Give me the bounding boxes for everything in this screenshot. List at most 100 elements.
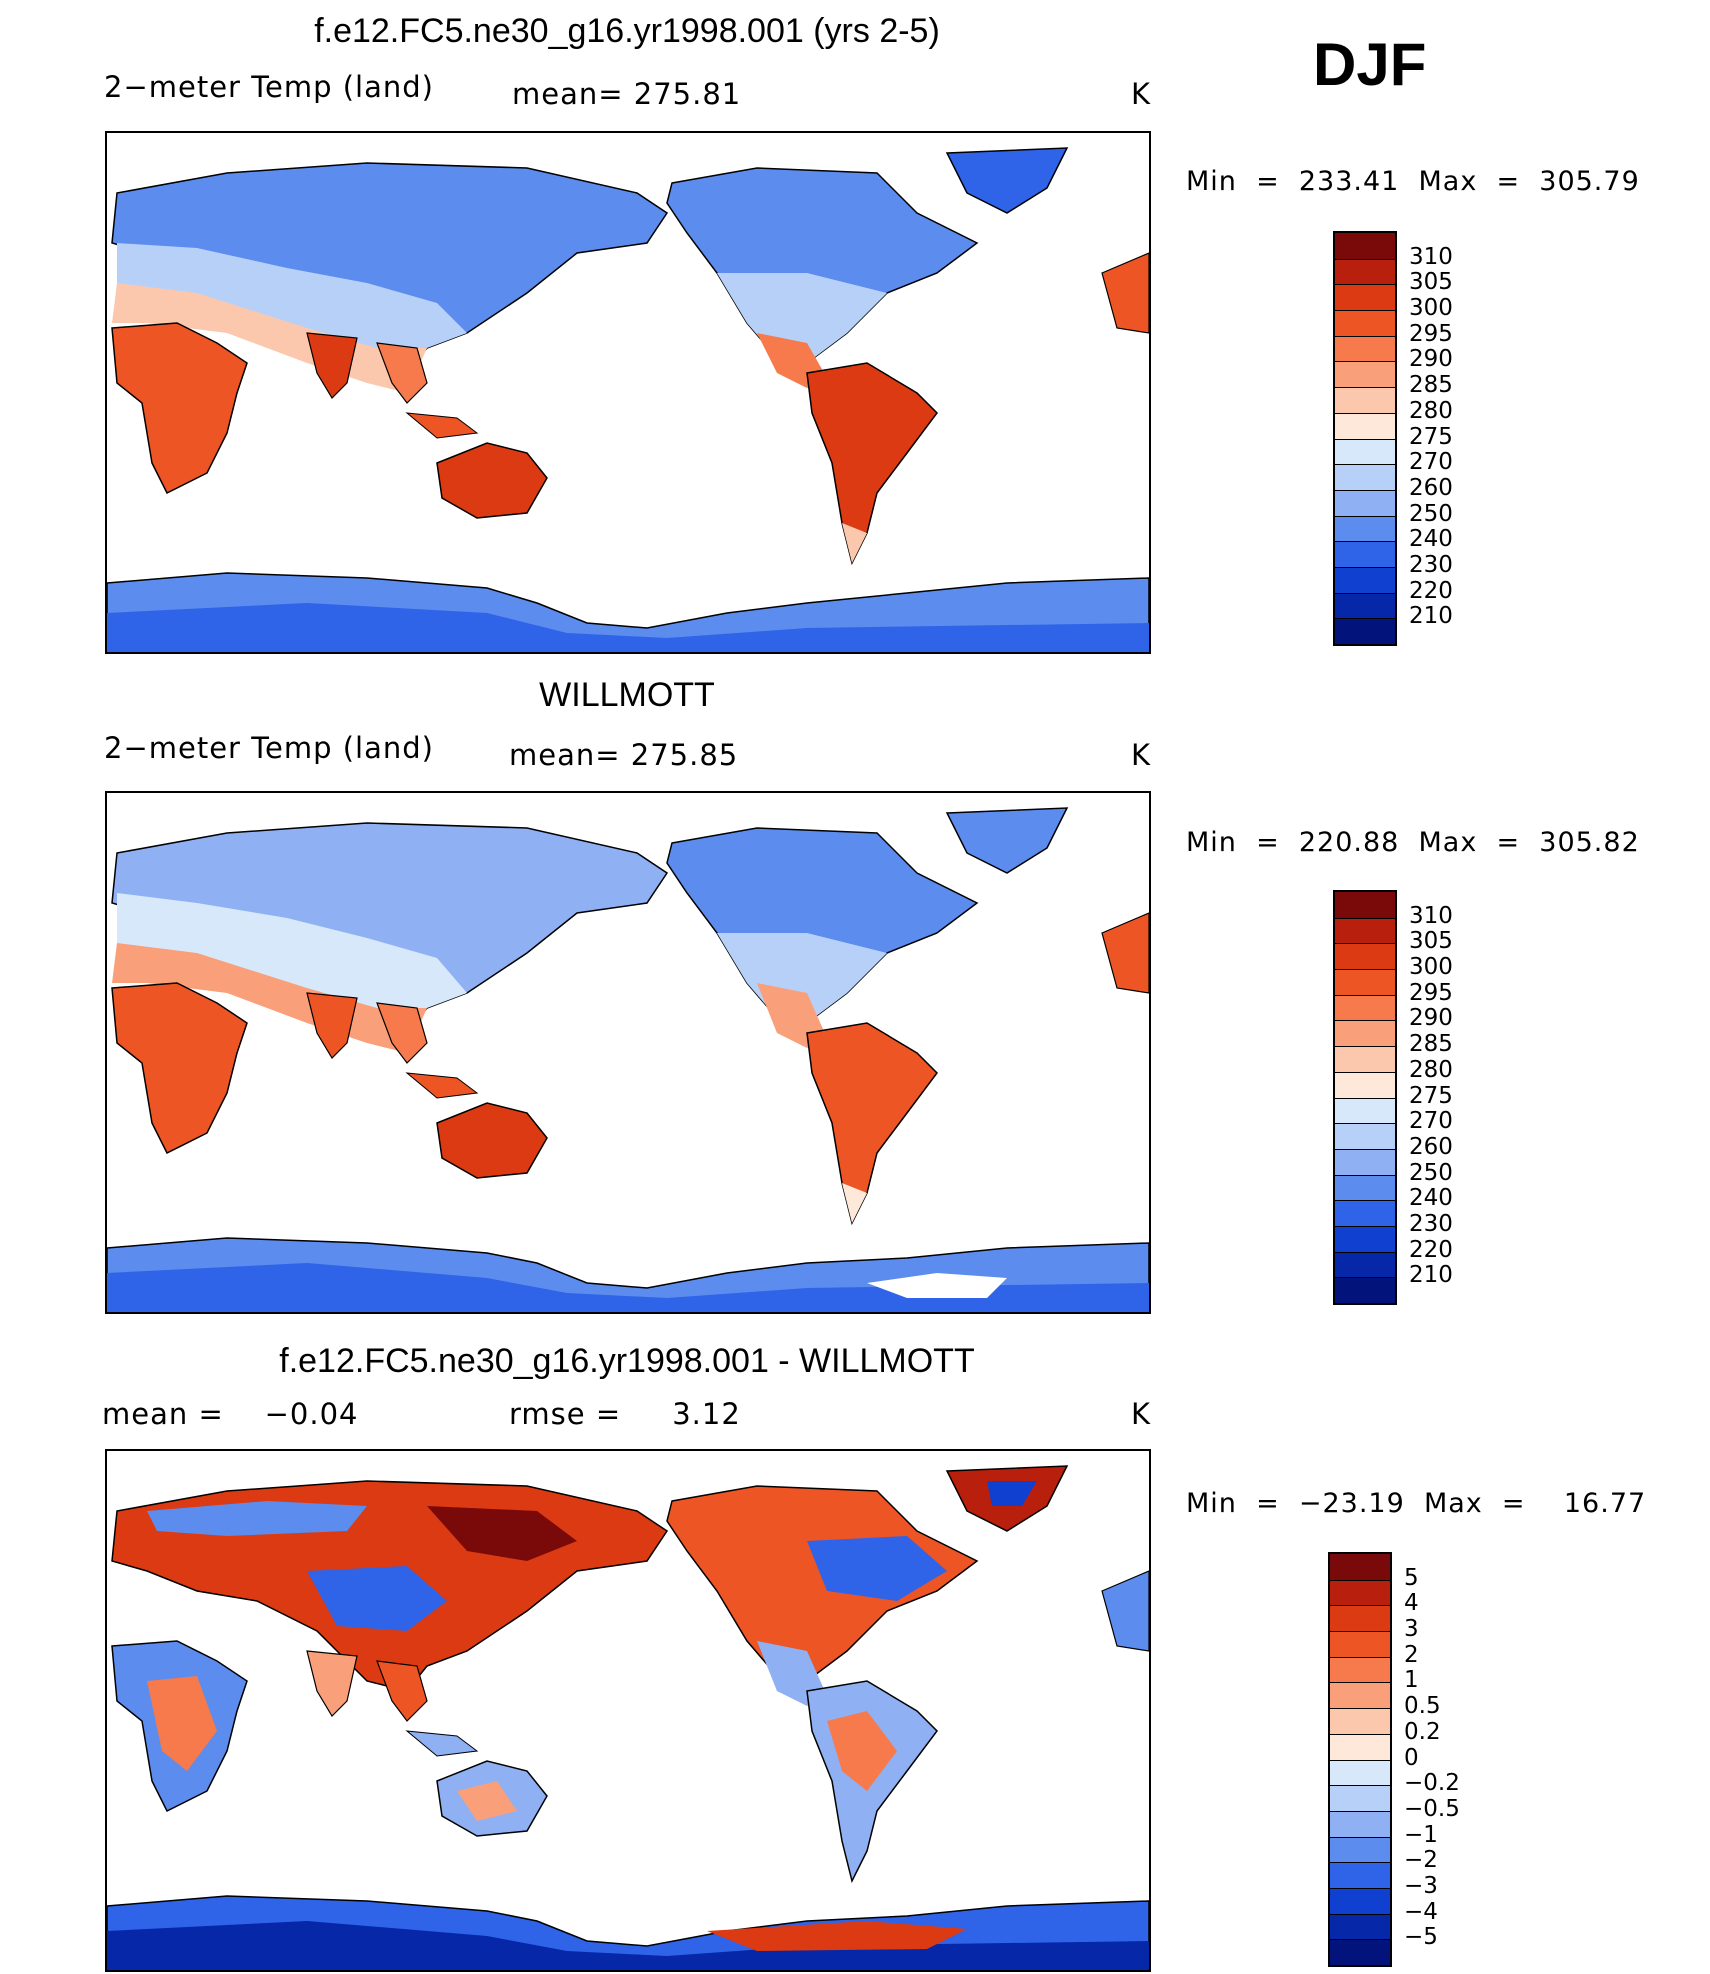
antarctica-inner — [107, 1263, 1149, 1312]
colorbar-tick-label: 220 — [1409, 1236, 1453, 1263]
panel-3-map — [105, 1449, 1151, 1972]
colorbar-tick-label: 5 — [1404, 1564, 1419, 1591]
colorbar-segment — [1330, 1836, 1390, 1863]
greenland-landmass — [945, 807, 1069, 874]
colorbar-segment — [1330, 1887, 1390, 1914]
colorbar-segment — [1335, 1071, 1395, 1098]
colorbar-segment — [1335, 1277, 1395, 1303]
panel-1-mean-label: mean= 275.81 — [512, 77, 742, 111]
colorbar-segment — [1335, 1251, 1395, 1278]
south-america-landmass — [806, 362, 938, 566]
panel-3-mean-label: mean = −0.04 — [102, 1397, 359, 1431]
colorbar-tick-label: 220 — [1409, 577, 1453, 604]
colorbar-tick-label: −5 — [1404, 1924, 1438, 1951]
panel-1-map — [105, 131, 1151, 654]
colorbar-tick-label: 295 — [1409, 320, 1453, 347]
colorbar-tick-label: 0.2 — [1404, 1718, 1441, 1745]
colorbar-tick-label: −0.2 — [1404, 1770, 1460, 1797]
panel-1-min-max: Min = 233.41 Max = 305.79 — [1186, 166, 1640, 197]
colorbar-segment — [1335, 943, 1395, 970]
colorbar-tick-label: −3 — [1404, 1872, 1438, 1899]
colorbar-segment — [1335, 892, 1395, 918]
colorbar-segment — [1335, 438, 1395, 465]
north-america-south-band — [717, 273, 887, 363]
south-america-tip — [842, 523, 867, 563]
colorbar-tick-label: 275 — [1409, 423, 1453, 450]
colorbar-segment — [1335, 515, 1395, 542]
colorbar-segment — [1335, 464, 1395, 490]
colorbar-segment — [1335, 1123, 1395, 1149]
central-america-band — [757, 983, 827, 1048]
colorbar-tick-label: 1 — [1404, 1667, 1419, 1694]
colorbar-tick-label: 240 — [1409, 1185, 1453, 1212]
panel-2-min-max: Min = 220.88 Max = 305.82 — [1186, 827, 1640, 858]
colorbar-tick-label: 0.5 — [1404, 1693, 1441, 1720]
south-america-tip — [842, 1183, 867, 1223]
colorbar-segment — [1335, 917, 1395, 944]
colorbar-tick-label: 300 — [1409, 954, 1453, 981]
colorbar-segment — [1330, 1785, 1390, 1811]
colorbar-segment — [1330, 1939, 1390, 1965]
colorbar-segment — [1335, 258, 1395, 285]
eurasia-mid-band — [117, 893, 467, 1033]
colorbar-segment — [1335, 969, 1395, 995]
africa-warm-patch — [147, 1676, 217, 1771]
colorbar-tick-label: 285 — [1409, 372, 1453, 399]
colorbar-segment — [1330, 1708, 1390, 1734]
colorbar-tick-label: 2 — [1404, 1641, 1419, 1668]
colorbar-tick-label: −2 — [1404, 1847, 1438, 1874]
colorbar-tick-label: 305 — [1409, 928, 1453, 955]
panel-1-units: K — [1131, 77, 1152, 111]
panel-3-min-max: Min = −23.19 Max = 16.77 — [1186, 1488, 1647, 1519]
season-label: DJF — [1313, 31, 1427, 98]
colorbar-tick-label: 250 — [1409, 500, 1453, 527]
panel-2-variable-label: 2−meter Temp (land) — [104, 731, 434, 765]
panel-2-map — [105, 791, 1151, 1314]
panel-2-colorbar — [1333, 890, 1397, 1305]
colorbar-tick-label: 310 — [1409, 902, 1453, 929]
se-asia-landmass — [376, 342, 428, 404]
colorbar-segment — [1330, 1605, 1390, 1632]
panel-2-title: WILLMOTT — [539, 676, 715, 714]
colorbar-tick-label: 210 — [1409, 603, 1453, 630]
colorbar-tick-label: 275 — [1409, 1082, 1453, 1109]
south-america-warm-patch — [827, 1711, 897, 1791]
colorbar-segment — [1330, 1733, 1390, 1760]
maritime-islands — [405, 1072, 479, 1099]
colorbar-segment — [1335, 387, 1395, 413]
colorbar-segment — [1335, 994, 1395, 1021]
colorbar-tick-label: 280 — [1409, 1056, 1453, 1083]
colorbar-segment — [1330, 1579, 1390, 1606]
colorbar-segment — [1335, 335, 1395, 362]
colorbar-tick-label: 250 — [1409, 1159, 1453, 1186]
colorbar-tick-label: 305 — [1409, 269, 1453, 296]
colorbar-segment — [1330, 1631, 1390, 1657]
colorbar-segment — [1335, 1097, 1395, 1124]
colorbar-tick-label: 210 — [1409, 1262, 1453, 1289]
west-africa-edge — [1101, 1570, 1149, 1652]
panel-1-variable-label: 2−meter Temp (land) — [104, 70, 434, 104]
south-america-landmass — [806, 1022, 938, 1226]
colorbar-segment — [1335, 233, 1395, 259]
colorbar-tick-label: 270 — [1409, 449, 1453, 476]
eurasia-north-patch — [147, 1501, 367, 1536]
colorbar-segment — [1335, 1174, 1395, 1201]
panel-3-colorbar — [1328, 1552, 1392, 1967]
colorbar-segment — [1330, 1682, 1390, 1709]
colorbar-segment — [1335, 1148, 1395, 1175]
colorbar-segment — [1335, 284, 1395, 311]
panel-3-rmse-label: rmse = 3.12 — [509, 1397, 741, 1431]
colorbar-segment — [1330, 1810, 1390, 1837]
india-landmass — [306, 992, 358, 1059]
colorbar-segment — [1330, 1656, 1390, 1683]
colorbar-tick-label: −1 — [1404, 1821, 1438, 1848]
colorbar-tick-label: 230 — [1409, 551, 1453, 578]
colorbar-tick-label: 280 — [1409, 397, 1453, 424]
colorbar-tick-label: 290 — [1409, 1005, 1453, 1032]
panel-1-colorbar — [1333, 231, 1397, 646]
panel-2-units: K — [1131, 738, 1152, 772]
africa-landmass — [111, 322, 248, 495]
colorbar-segment — [1335, 1046, 1395, 1072]
colorbar-tick-label: 230 — [1409, 1210, 1453, 1237]
colorbar-segment — [1335, 541, 1395, 567]
